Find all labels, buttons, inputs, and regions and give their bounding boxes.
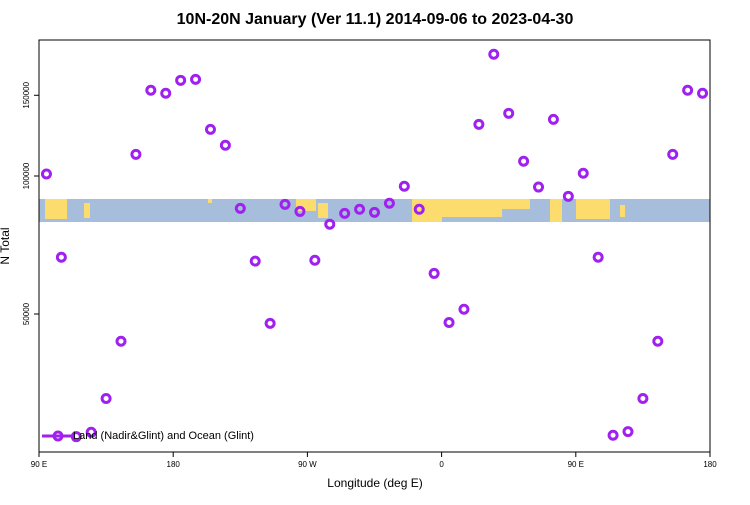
x-tick-label: 90 E [31, 460, 47, 469]
point [324, 218, 336, 230]
point [100, 393, 112, 405]
point [369, 206, 380, 218]
point [428, 267, 440, 279]
point [413, 203, 425, 215]
legend-marker [52, 430, 64, 442]
x-tick-label: 0 [439, 460, 444, 469]
point [234, 202, 246, 214]
point [577, 167, 589, 179]
point [488, 48, 500, 60]
point [562, 190, 574, 202]
point [383, 197, 395, 209]
x-tick-label: 180 [167, 460, 181, 469]
point [85, 426, 97, 438]
x-axis-label: Longitude (deg E) [327, 476, 422, 490]
point [279, 198, 291, 210]
point [190, 73, 202, 85]
point [160, 87, 172, 99]
point [40, 168, 52, 180]
point [682, 84, 694, 96]
plot-frame [38, 39, 711, 453]
point [55, 251, 67, 263]
point [339, 207, 351, 219]
point [652, 335, 664, 347]
point [204, 123, 216, 135]
point [130, 148, 142, 160]
point [473, 118, 485, 130]
point [309, 254, 321, 266]
point [354, 203, 366, 215]
point [398, 180, 410, 192]
map-band [39, 199, 710, 222]
x-tick-label: 90 E [568, 460, 584, 469]
point [249, 255, 261, 267]
chart-title: 10N-20N January (Ver 11.1) 2014-09-06 to… [177, 11, 574, 28]
y-tick-label: 50000 [22, 302, 31, 325]
y-tick-label: 150000 [22, 81, 31, 108]
x-tick-label: 180 [703, 460, 717, 469]
point [607, 429, 619, 441]
point [458, 303, 470, 315]
y-axis-label: N Total [0, 227, 12, 264]
point [443, 317, 455, 329]
point [697, 87, 709, 99]
point [219, 139, 231, 151]
point [637, 393, 649, 405]
point [622, 426, 634, 438]
x-tick-label: 90 W [298, 460, 317, 469]
y-tick-label: 100000 [22, 162, 31, 189]
point [592, 251, 604, 263]
point [145, 84, 157, 96]
point [518, 155, 530, 167]
point [667, 148, 679, 160]
legend-label: Land (Nadir&Glint) and Ocean (Glint) [73, 430, 254, 442]
point [115, 335, 127, 347]
point [175, 74, 187, 86]
point [294, 205, 306, 217]
point [547, 113, 559, 125]
point [264, 317, 276, 329]
point [503, 107, 515, 119]
point [533, 181, 545, 193]
